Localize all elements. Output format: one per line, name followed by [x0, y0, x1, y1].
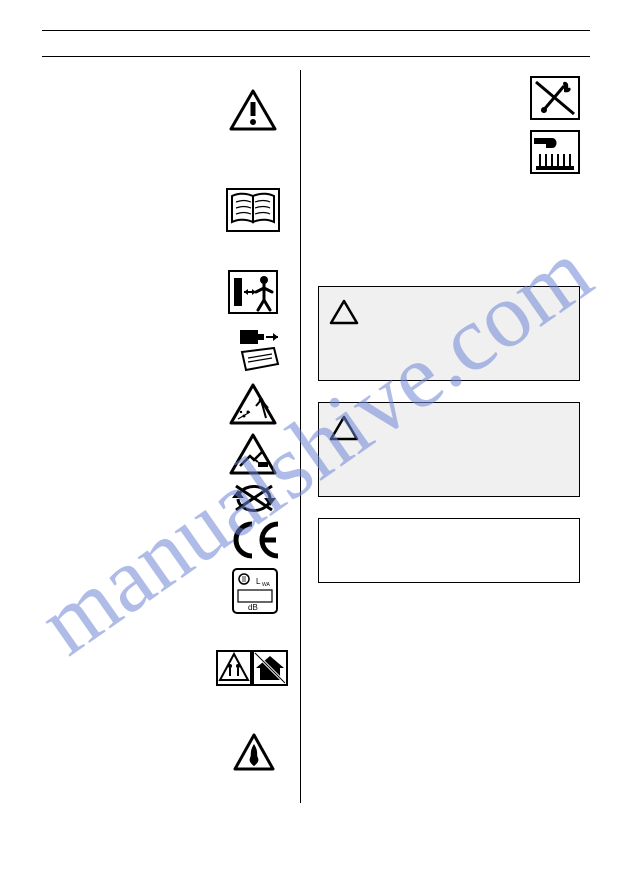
thrown-objects-warning-icon — [228, 382, 278, 426]
cutting-hazard-warning-icon — [228, 432, 278, 476]
ce-mark-icon — [228, 520, 282, 560]
read-manual-icon — [226, 188, 280, 232]
svg-text:dB: dB — [248, 603, 258, 612]
keep-distance-icon — [228, 270, 278, 314]
manual-page: L WA dB — [0, 0, 630, 893]
caution-triangle-icon — [329, 415, 359, 441]
top-rule-1 — [42, 30, 590, 31]
svg-text:WA: WA — [262, 582, 271, 588]
start-sequence-icon — [234, 328, 284, 372]
noise-label-icon: L WA dB — [232, 568, 278, 614]
caution-triangle-icon — [329, 299, 359, 325]
top-rule-2 — [42, 56, 590, 57]
caution-box-2 — [318, 402, 580, 497]
caution-box-1 — [318, 286, 580, 381]
svg-text:L: L — [256, 577, 261, 586]
column-divider — [300, 70, 301, 803]
use-outdoor-only-icon — [216, 650, 288, 686]
fire-hazard-warning-icon — [232, 732, 276, 772]
no-naked-flame-icon — [530, 76, 580, 120]
note-box — [318, 518, 580, 583]
do-not-cycle-icon — [228, 480, 280, 516]
hot-surface-icon — [530, 130, 580, 174]
warning-triangle-icon — [228, 88, 278, 132]
